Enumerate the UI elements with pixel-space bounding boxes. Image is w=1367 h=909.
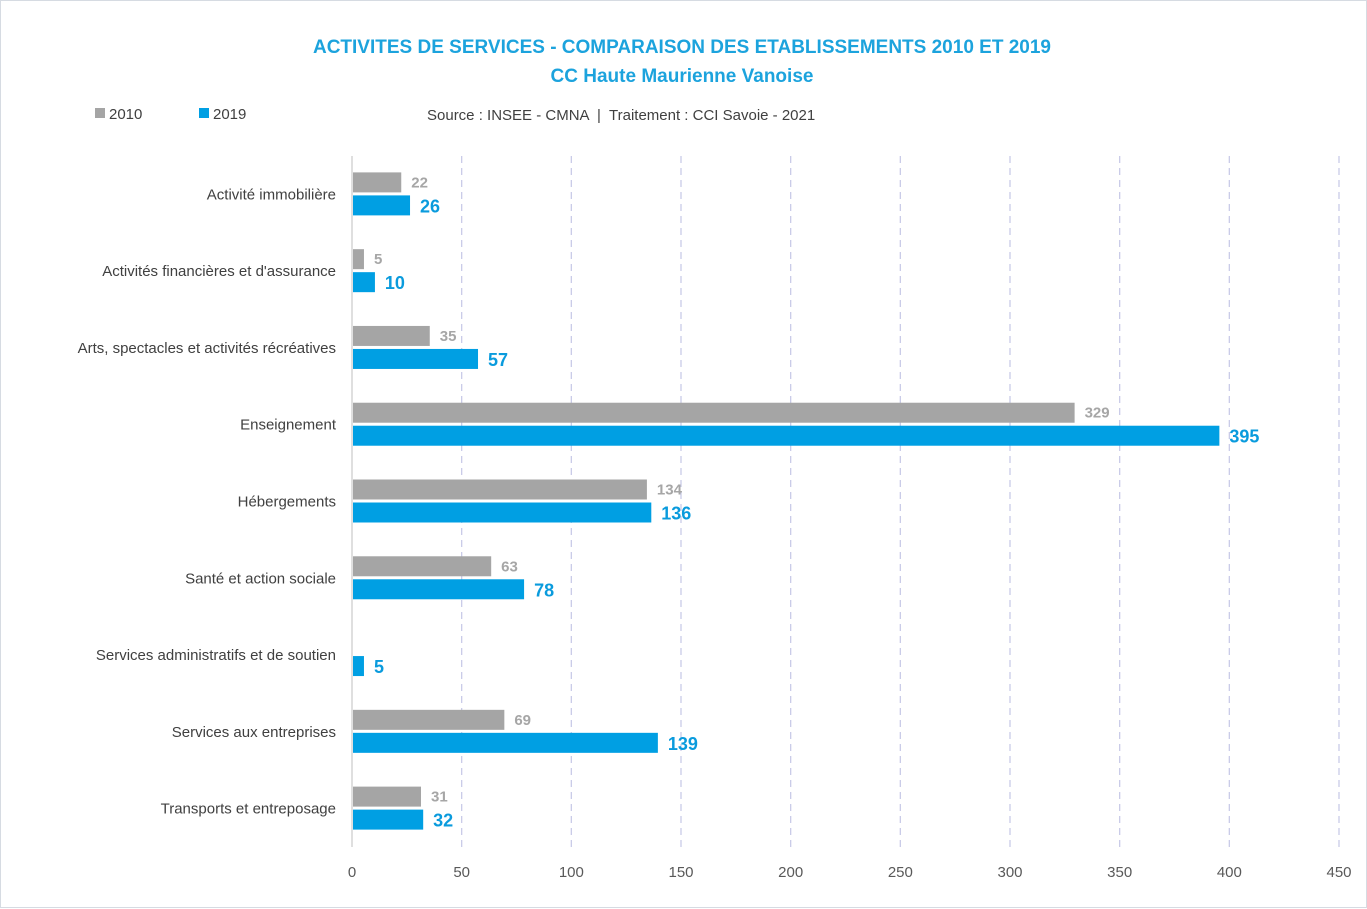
data-label-2019: 136 <box>661 504 691 524</box>
legend-swatch-2019 <box>199 108 209 118</box>
x-tick-label: 300 <box>997 864 1022 881</box>
x-tick-label: 50 <box>453 864 470 881</box>
bar-2010 <box>353 786 421 807</box>
data-label-2019: 5 <box>374 657 384 677</box>
data-label-2010: 63 <box>501 558 518 575</box>
legend-label-2019: 2019 <box>213 106 246 123</box>
x-tick-label: 400 <box>1217 864 1242 881</box>
chart-title: ACTIVITES DE SERVICES - COMPARAISON DES … <box>313 37 1051 58</box>
chart-subtitle: CC Haute Maurienne Vanoise <box>551 66 814 87</box>
legend-label-2010: 2010 <box>109 106 142 123</box>
data-label-2019: 139 <box>668 734 698 754</box>
data-label-2019: 78 <box>534 580 554 600</box>
legend-swatch-2010 <box>95 108 105 118</box>
bar-2019 <box>353 272 375 293</box>
x-tick-label: 350 <box>1107 864 1132 881</box>
category-label: Enseignement <box>240 417 337 434</box>
source-note: Source : INSEE - CMNA | Traitement : CCI… <box>427 107 815 124</box>
data-label-2010: 35 <box>440 328 457 345</box>
x-tick-label: 150 <box>668 864 693 881</box>
data-label-2019: 395 <box>1229 427 1259 447</box>
x-tick-label: 200 <box>778 864 803 881</box>
category-label: Activité immobilière <box>207 186 336 203</box>
bar-2019 <box>353 348 479 369</box>
category-label: Services aux entreprises <box>172 724 336 741</box>
bar-2019 <box>353 809 424 830</box>
category-label: Hébergements <box>238 494 336 511</box>
bar-2010 <box>353 556 492 577</box>
bar-2019 <box>353 656 364 677</box>
x-tick-label: 450 <box>1326 864 1351 881</box>
data-label-2010: 22 <box>411 174 428 191</box>
x-tick-label: 100 <box>559 864 584 881</box>
bar-2010 <box>353 172 402 193</box>
data-label-2019: 10 <box>385 273 405 293</box>
x-tick-label: 0 <box>348 864 356 881</box>
bar-2010 <box>353 402 1075 423</box>
bar-2019 <box>353 732 658 753</box>
category-label: Transports et entreposage <box>161 801 336 818</box>
category-label: Arts, spectacles et activités récréative… <box>78 340 336 357</box>
bar-2019 <box>353 502 652 523</box>
bar-2010 <box>353 325 430 346</box>
data-label-2010: 134 <box>657 482 683 499</box>
data-label-2019: 32 <box>433 811 453 831</box>
legend: 2010 2019 <box>95 106 246 123</box>
bar-2010 <box>353 249 364 270</box>
bar-2010 <box>353 709 505 730</box>
data-label-2010: 31 <box>431 789 448 806</box>
bar-2019 <box>353 579 525 600</box>
category-label: Santé et action sociale <box>185 570 336 587</box>
category-label: Activités financières et d'assurance <box>102 263 336 280</box>
category-label: Services administratifs et de soutien <box>96 647 336 664</box>
data-label-2019: 57 <box>488 350 508 370</box>
axes: 0 50 100 150 200 250 300 350 400 450 Activité immo… <box>78 156 1352 881</box>
data-label-2010: 5 <box>374 251 382 268</box>
bar-2010 <box>353 479 647 500</box>
bar-2019 <box>353 195 411 216</box>
bar-2019 <box>353 425 1220 446</box>
data-label-2010: 329 <box>1085 405 1110 422</box>
data-label-2010: 69 <box>514 712 531 729</box>
x-tick-label: 250 <box>888 864 913 881</box>
data-label-2019: 26 <box>420 196 440 216</box>
